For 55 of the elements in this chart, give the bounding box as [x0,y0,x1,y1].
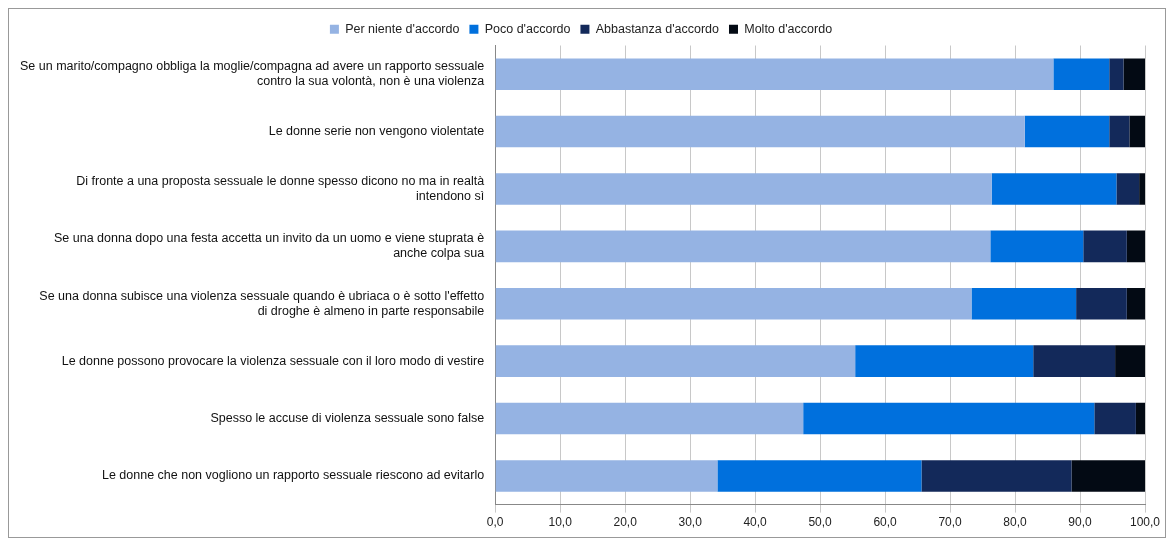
bar [717,460,922,492]
bar [1135,402,1145,435]
y-tick-label: Se una donna subisce una violenza sessuale quando è ubriaca o è sotto l'effetto di droghe è almeno in parte responsabile [39,288,485,318]
legend-label: Per niente d'accordo [345,21,460,36]
y-tick-label: Le donne che non vogliono un rapporto sessuale riescono ad evitarlo [101,468,485,483]
bar [990,230,1084,263]
bar [495,287,972,320]
bar [991,173,1117,205]
y-tick-label: Spesso le accuse di violenza sessuale sono false [210,410,485,425]
x-tick-label: 20,0 [613,515,638,530]
x-tick-label: 50,0 [808,515,833,530]
bar [1109,58,1124,90]
y-tick-label: Di fronte a una proposta sessuale le donne spesso dicono no ma in realtà intendono sì [76,173,485,203]
bar [1126,230,1145,263]
bar [1071,460,1145,492]
bar [921,460,1072,492]
legend-label: Abbastanza d'accordo [595,21,720,36]
bar [1129,115,1145,148]
y-tick-label: Le donne possono provocare la violenza sessuale con il loro modo di vestire [61,353,485,368]
bar [1139,173,1145,205]
bar [971,287,1077,320]
x-tick-label: 10,0 [548,515,573,530]
bar [495,173,992,205]
x-tick-label: 40,0 [743,515,768,530]
bar [1115,345,1145,377]
bar [495,460,718,492]
bar [1033,345,1116,377]
x-tick-label: 100,0 [1129,515,1161,530]
legend-label: Molto d'accordo [744,21,833,36]
x-tick-label: 60,0 [873,515,898,530]
bar [803,402,1095,435]
bar [495,230,991,263]
bar [1083,230,1127,263]
bar [495,402,804,435]
bar [495,115,1025,148]
bar [495,345,856,377]
bar [1126,287,1145,320]
bar [1109,115,1130,148]
bar [1076,287,1127,320]
bar [1053,58,1110,90]
bar [495,58,1054,90]
x-tick-label: 0,0 [486,515,504,530]
bar [1094,402,1136,435]
x-tick-label: 30,0 [678,515,703,530]
x-tick-label: 70,0 [938,515,963,530]
bar [1116,173,1140,205]
y-tick-label: Le donne serie non vengono violentate [268,124,485,139]
legend-label: Poco d'accordo [484,21,571,36]
y-tick-label: Se un marito/compagno obbliga la moglie/compagna ad avere un rapporto sessuale contro la sua volontà, non è una violenza [19,59,485,89]
bar [1123,58,1145,90]
x-tick-label: 90,0 [1068,515,1093,530]
bar [1024,115,1110,148]
bar [855,345,1034,377]
y-tick-label: Se una donna dopo una festa accetta un invito da un uomo e viene stuprata è anche colpa sua [53,231,485,261]
x-tick-label: 80,0 [1003,515,1028,530]
